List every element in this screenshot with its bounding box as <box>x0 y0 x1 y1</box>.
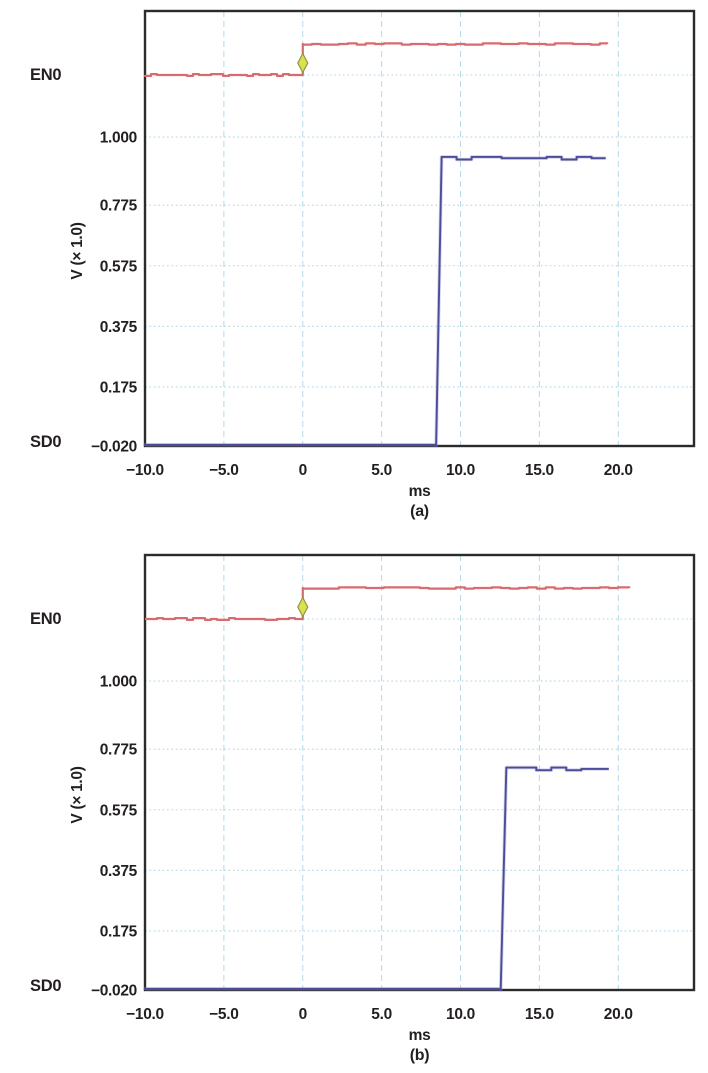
x-tick-label: −5.0 <box>209 1006 238 1023</box>
plot-frame <box>143 553 696 992</box>
chart-a: 1.000 0.775 0.575 0.375 0.175 −0.020 −10.0 −5.0… <box>30 9 696 520</box>
trigger-marker-icon <box>297 596 309 618</box>
y-tick-label: 0.575 <box>100 258 138 275</box>
sd0-trace <box>144 766 609 991</box>
y-tick-label: 1.000 <box>100 130 137 147</box>
chart-canvas-b: 1.000 0.775 0.575 0.375 0.175 −0.020 −10.0 −5.0… <box>30 553 696 1064</box>
y-tick-label: 0.375 <box>100 319 138 336</box>
sd0-trace-halo <box>143 155 606 448</box>
chart-caption: (a) <box>410 503 429 520</box>
channel-label-en0: EN0 <box>30 610 61 628</box>
sd0-trace <box>144 155 606 447</box>
channel-label-en0: EN0 <box>30 66 61 84</box>
y-tick-label: 0.375 <box>100 863 138 880</box>
x-tick-label: −10.0 <box>126 462 164 479</box>
y-tick-label: 0.775 <box>100 198 138 215</box>
x-tick-label: 0 <box>299 462 307 479</box>
channel-label-sd0: SD0 <box>30 433 61 451</box>
x-tick-label: −5.0 <box>209 462 238 479</box>
y-tick-label: −0.020 <box>91 439 137 456</box>
x-tick-label: 10.0 <box>446 462 475 479</box>
en0-trace <box>145 586 631 621</box>
chart-b: 1.000 0.775 0.575 0.375 0.175 −0.020 −10.0 −5.0… <box>0 540 708 1073</box>
en0-trace <box>143 42 609 77</box>
y-axis-label: V (× 1.0) <box>69 766 86 823</box>
x-tick-label: 5.0 <box>371 1006 392 1023</box>
x-tick-label: 15.0 <box>525 1006 554 1023</box>
chart-caption: (b) <box>410 1047 430 1064</box>
x-axis-label: ms <box>409 1027 431 1044</box>
x-tick-label: 5.0 <box>371 462 392 479</box>
x-tick-label: 20.0 <box>604 1006 633 1023</box>
x-tick-label: 0 <box>299 1006 307 1023</box>
x-axis-label: ms <box>409 483 431 500</box>
y-tick-label: −0.020 <box>91 983 137 1000</box>
x-tick-label: 15.0 <box>525 462 554 479</box>
channel-label-sd0: SD0 <box>30 977 61 995</box>
chart-canvas-a: 1.000 0.775 0.575 0.375 0.175 −0.020 −10.0 −5.0… <box>30 9 696 520</box>
x-tick-label: 10.0 <box>446 1006 475 1023</box>
trigger-marker-icon <box>297 52 309 74</box>
y-tick-label: 1.000 <box>100 674 137 691</box>
y-axis-label: V (× 1.0) <box>69 222 86 279</box>
plot-frame <box>143 9 696 448</box>
x-tick-label: −10.0 <box>126 1006 164 1023</box>
y-tick-label: 0.175 <box>100 379 138 396</box>
y-tick-label: 0.575 <box>100 802 138 819</box>
y-tick-label: 0.775 <box>100 742 138 759</box>
y-tick-label: 0.175 <box>100 923 138 940</box>
x-tick-label: 20.0 <box>604 462 633 479</box>
